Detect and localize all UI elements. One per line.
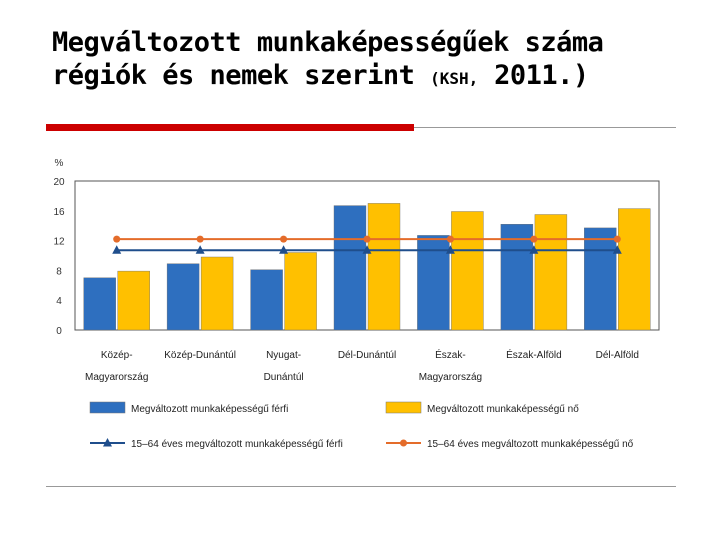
x-category-label: Dunántúl: [264, 372, 304, 383]
marker-triangle: [112, 245, 122, 254]
marker-triangle: [529, 245, 539, 254]
bar-female: [117, 270, 150, 331]
bar-male: [83, 277, 116, 331]
bar-female: [451, 211, 484, 331]
bar-male: [250, 269, 283, 331]
x-category-label: Észak-Alföld: [506, 348, 562, 361]
y-tick-label: 8: [56, 266, 62, 277]
title-source: (KSH,: [430, 69, 479, 88]
marker-triangle: [279, 245, 289, 254]
slide-title: Megváltozott munkaképességűek száma régi…: [52, 26, 692, 95]
legend-swatch: [385, 401, 422, 414]
y-tick-label: 0: [56, 326, 62, 337]
marker-circle: [446, 235, 454, 243]
y-tick-label: 16: [53, 207, 65, 218]
y-axis-unit: %: [55, 158, 64, 169]
legend-label: Megváltozott munkaképességű nő: [427, 404, 579, 415]
legend-marker-circle: [400, 439, 407, 447]
legend-swatch: [89, 401, 126, 414]
bar-male: [166, 263, 200, 331]
x-category-label: Dél-Dunántúl: [338, 350, 396, 361]
legend-label: Megváltozott munkaképességű férfi: [131, 404, 288, 415]
marker-circle: [280, 235, 288, 243]
x-category-label: Magyarország: [85, 372, 148, 383]
x-category-label: Magyarország: [419, 372, 482, 383]
title-tail: 2011.): [478, 60, 589, 91]
marker-circle: [196, 235, 204, 243]
bar-female: [200, 256, 234, 331]
bar-female: [534, 214, 568, 331]
marker-circle: [530, 235, 538, 243]
bar-male: [500, 223, 534, 331]
legend-label: 15–64 éves megváltozott munkaképességű f…: [131, 439, 343, 450]
marker-circle: [363, 235, 371, 243]
y-tick-label: 4: [56, 296, 62, 307]
y-tick-label: 20: [53, 177, 65, 188]
x-category-label: Közép-: [101, 350, 133, 361]
marker-triangle: [362, 245, 372, 254]
y-tick-label: 12: [53, 237, 65, 248]
marker-triangle: [445, 245, 455, 254]
bar-male: [584, 227, 617, 331]
marker-triangle: [195, 245, 205, 254]
x-category-label: Észak-: [435, 348, 466, 361]
x-category-label: Közép-Dunántúl: [164, 350, 236, 361]
plot-frame: [74, 180, 660, 331]
x-category-label: Nyugat-: [266, 350, 301, 361]
legend-label: 15–64 éves megváltozott munkaképességű n…: [427, 439, 634, 450]
title-accent-bar: [46, 124, 414, 131]
bar-female: [284, 252, 317, 331]
bar-chart: % 0 4 8 12 16 20 Közép- Magyarország Közép-Dunánt…: [46, 146, 676, 466]
bar-male: [333, 205, 367, 331]
x-category-label: Dél-Alföld: [596, 350, 639, 361]
chart-area: % 0 4 8 12 16 20 Közép- Magyarország Közép-Dunánt…: [46, 146, 676, 466]
marker-circle: [113, 235, 121, 243]
legend-marker-triangle: [103, 438, 112, 447]
marker-circle: [613, 235, 621, 243]
title-divider: [414, 127, 676, 128]
title-main: Megváltozott munkaképességűek száma régi…: [52, 27, 604, 91]
footer-divider: [46, 486, 676, 487]
bar-female: [618, 208, 651, 331]
bar-female: [367, 203, 401, 331]
marker-triangle: [612, 245, 622, 254]
